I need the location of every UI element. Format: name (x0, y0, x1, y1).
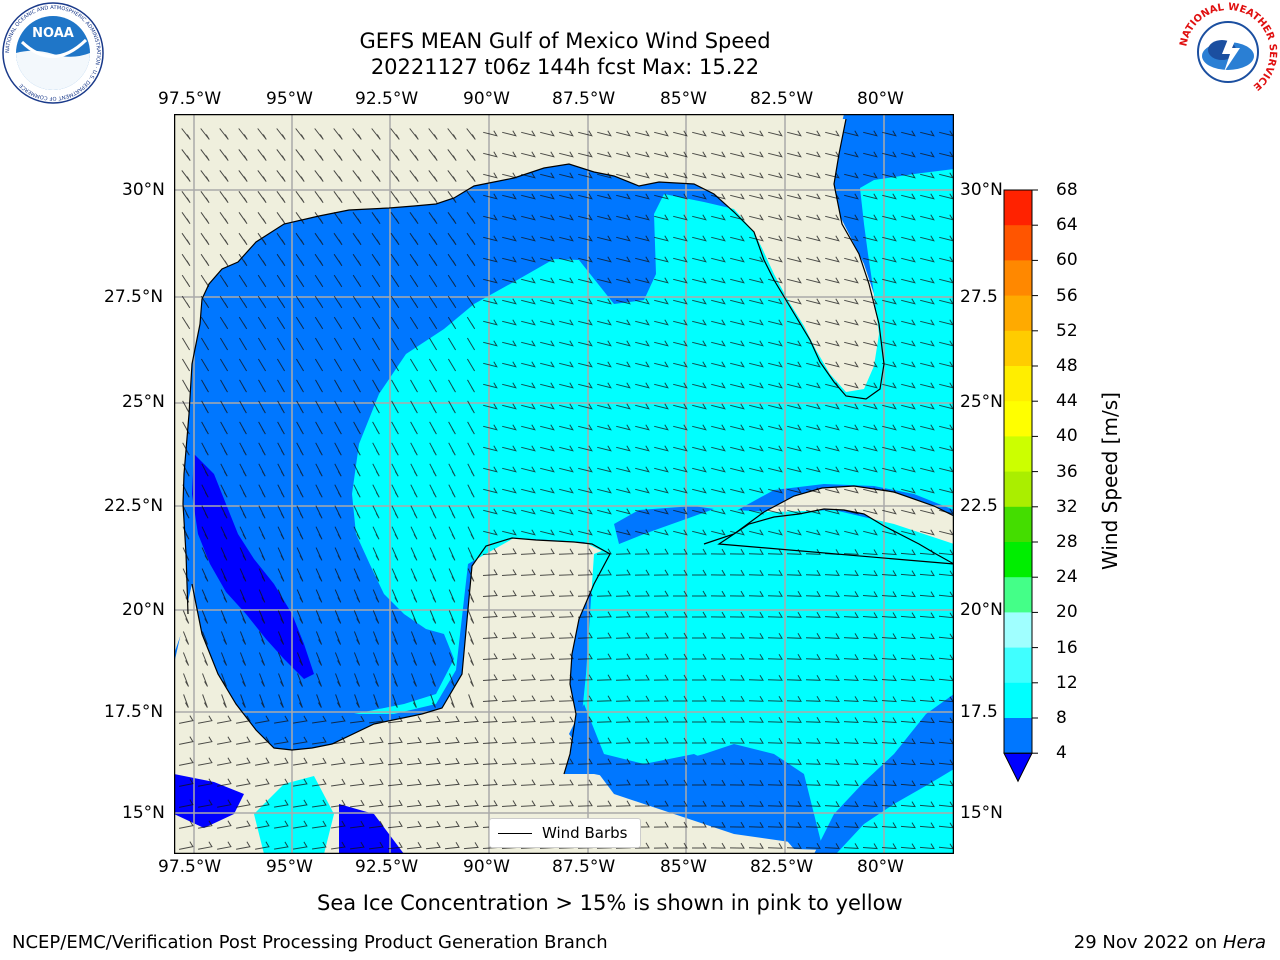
colorbar-segment (1004, 436, 1032, 473)
noaa-logo-text: NOAA (32, 26, 74, 41)
noaa-logo: NATIONAL OCEANIC AND ATMOSPHERIC ADMINIS… (2, 2, 104, 104)
colorbar-tick-label: 68 (1056, 180, 1078, 200)
lon-label-bottom: 80°W (857, 857, 904, 877)
colorbar-label: Wind Speed [m/s] (1098, 392, 1122, 570)
lat-label-left: 27.5°N (104, 287, 164, 307)
lon-label-bottom: 95°W (266, 857, 313, 877)
colorbar-under-arrow (1003, 752, 1033, 783)
lon-label-top: 92.5°W (355, 89, 419, 109)
generation-date-text: 29 Nov 2022 on (1073, 932, 1223, 953)
colorbar-segment (1004, 401, 1032, 437)
colorbar-segment (1004, 225, 1032, 261)
lat-label-right: 25°N (960, 392, 1003, 412)
lon-label-bottom: 85°W (660, 857, 707, 877)
colorbar-tick-label: 36 (1056, 461, 1078, 482)
lon-label-top: 87.5°W (552, 89, 616, 109)
legend-line-swatch (498, 832, 532, 834)
lat-label-left: 15°N (122, 803, 165, 823)
producer-credit: NCEP/EMC/Verification Post Processing Pr… (12, 932, 608, 953)
lon-label-bottom: 82.5°W (750, 857, 814, 877)
colorbar-tick-label: 40 (1056, 426, 1078, 447)
lat-label-left: 20°N (122, 600, 165, 620)
colorbar-segment (1004, 330, 1032, 367)
colorbar-tick-label: 60 (1056, 250, 1078, 271)
wind-barb-field (179, 128, 954, 850)
lat-label-left: 22.5°N (104, 496, 164, 516)
colorbar (1000, 180, 1080, 790)
lon-label-top: 82.5°W (750, 89, 814, 109)
wind-zone-8-12 (254, 776, 334, 854)
lon-label-top: 95°W (266, 89, 313, 109)
lon-label-bottom: 97.5°W (158, 857, 222, 877)
colorbar-segment (1004, 506, 1032, 543)
colorbar-segment (1004, 542, 1032, 578)
lon-label-bottom: 90°W (463, 857, 510, 877)
wind-speed-map (173, 113, 955, 855)
lon-label-top: 90°W (463, 89, 510, 109)
title-line-1: GEFS MEAN Gulf of Mexico Wind Speed (359, 29, 771, 53)
sea-ice-note: Sea Ice Concentration > 15% is shown in … (317, 891, 903, 915)
host-name: Hera (1222, 932, 1266, 953)
colorbar-tick-label: 48 (1056, 356, 1078, 376)
wind-barbs (179, 128, 954, 850)
colorbar-tick-label: 8 (1056, 708, 1067, 728)
colorbar-segment (1004, 612, 1032, 649)
lon-label-bottom: 87.5°W (552, 857, 616, 877)
map-legend: Wind Barbs (489, 818, 641, 848)
lat-label-right: 27.5 (960, 287, 998, 307)
map-frame (173, 113, 955, 855)
lat-label-right: 17.5 (960, 702, 998, 722)
colorbar-segment (1004, 577, 1032, 613)
wind-zone-8-12 (582, 509, 954, 854)
legend-label: Wind Barbs (542, 824, 628, 842)
colorbar-tick-label: 32 (1056, 496, 1078, 517)
lon-label-bottom: 92.5°W (355, 857, 419, 877)
lat-label-right: 15°N (960, 803, 1003, 823)
colorbar-segment (1004, 718, 1032, 754)
colorbar-tick-label: 16 (1056, 637, 1078, 658)
lat-label-left: 30°N (122, 180, 165, 200)
land-mexico (174, 538, 954, 854)
nws-logo: NATIONAL WEATHER SERVICE (1178, 2, 1278, 102)
lat-label-right: 20°N (960, 600, 1003, 620)
colorbar-segment (1004, 471, 1032, 508)
colorbar-tick-label: 28 (1056, 532, 1078, 552)
lat-label-left: 17.5°N (104, 702, 164, 722)
coastline (703, 485, 954, 565)
coastline (191, 537, 611, 775)
colorbar-segment (1004, 190, 1032, 226)
lat-label-right: 30°N (960, 180, 1003, 200)
colorbar-tick-label: 20 (1056, 602, 1078, 623)
title-line-2: 20221127 t06z 144h fcst Max: 15.22 (370, 55, 760, 79)
colorbar-segment (1004, 366, 1032, 402)
lat-label-left: 25°N (122, 392, 165, 412)
lon-label-top: 85°W (660, 89, 707, 109)
wind-zone-8-12 (352, 169, 954, 714)
colorbar-tick-label: 12 (1056, 672, 1078, 693)
lon-label-top: 80°W (857, 89, 904, 109)
colorbar-tick-label: 24 (1056, 567, 1078, 588)
colorbar-tick-label: 4 (1056, 743, 1067, 764)
colorbar-segment (1004, 260, 1032, 297)
land-north (174, 114, 879, 654)
colorbar-segment (1004, 295, 1032, 332)
colorbar-tick-label: 64 (1056, 215, 1078, 236)
generation-date: 29 Nov 2022 on Hera (1074, 932, 1266, 953)
colorbar-tick-label: 52 (1056, 320, 1078, 341)
lat-label-right: 22.5 (960, 496, 998, 516)
wind-zone-under-4 (339, 804, 404, 854)
wind-zone-under-4 (174, 774, 244, 828)
lon-label-top: 97.5°W (158, 89, 222, 109)
colorbar-tick-label: 44 (1056, 391, 1078, 412)
map-title: GEFS MEAN Gulf of Mexico Wind Speed 2022… (340, 28, 790, 80)
colorbar-tick-label: 56 (1056, 285, 1078, 306)
coastline (182, 118, 885, 615)
colorbar-segment (1004, 682, 1032, 719)
colorbar-segment (1004, 647, 1032, 684)
land-florida (754, 119, 884, 399)
